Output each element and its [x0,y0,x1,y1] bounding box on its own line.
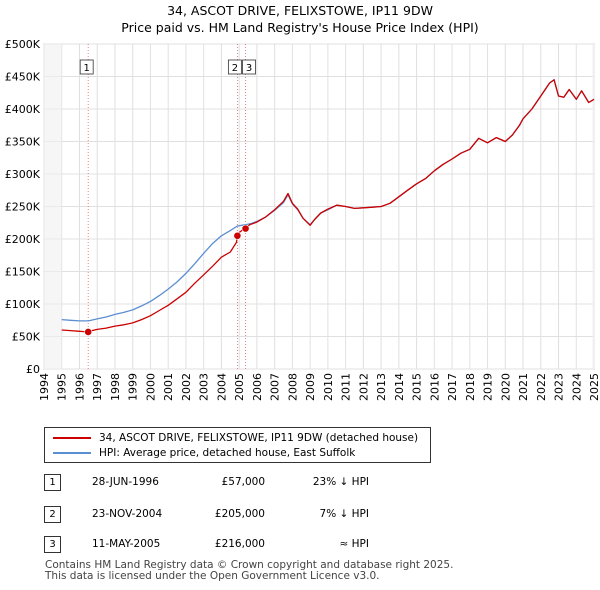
y-tick-label: £200K [5,233,41,246]
y-tick-label: £100K [5,298,41,311]
chart-title-line-1: 34, ASCOT DRIVE, FELIXSTOWE, IP11 9DW [167,3,433,18]
sale-label-number: 2 [232,63,238,74]
sale-shading [44,44,594,369]
sale-date: 28-JUN-1996 [92,476,159,488]
pre-data-band [44,44,62,369]
x-tick-label: 2013 [375,373,388,401]
footer-line-1: Contains HM Land Registry data © Crown c… [45,559,454,571]
sale-number-badge: 1 [44,474,61,491]
y-tick-label: £150K [5,266,41,279]
legend-swatch-property [53,437,91,439]
sales-table-row: 2 23-NOV-2004 £205,000 7% ↓ HPI [0,504,600,524]
x-tick-label: 2000 [144,373,157,401]
x-tick-label: 2023 [553,373,566,401]
x-tick-label: 2022 [535,373,548,401]
x-tick-label: 2009 [304,373,317,401]
x-tick-label: 1997 [91,373,104,401]
legend-label-hpi: HPI: Average price, detached house, East… [99,447,356,459]
sale-price: £57,000 [221,476,265,488]
y-tick-label: £50K [12,331,41,344]
x-tick-label: 2011 [340,373,353,401]
sale-price: £216,000 [214,538,265,550]
series-lines [61,79,595,333]
legend-swatch-hpi [53,452,91,454]
sale-date: 23-NOV-2004 [92,508,163,520]
sales-table-row: 1 28-JUN-1996 £57,000 23% ↓ HPI [0,472,600,492]
x-tick-label: 2018 [464,373,477,401]
sale-points [84,224,250,336]
x-tick-label: 2004 [215,373,228,401]
x-tick-label: 1996 [73,373,86,401]
post-data-band [592,44,594,369]
sale-point [233,231,242,240]
y-tick-label: £0 [26,363,40,376]
y-axis-tick-labels: £0 £50K £100K £150K £200K £250K £300K £350K £400… [5,38,41,376]
x-tick-label: 2005 [233,373,246,401]
y-tick-label: £500K [5,38,41,51]
sale-marker-lines [87,44,246,369]
x-tick-label: 2014 [393,373,406,401]
x-tick-label: 2024 [570,373,583,401]
y-tick-label: £400K [5,103,41,116]
x-axis-tick-labels: 1994 1995 1996 1997 1998 1999 2000 2001 2002 2003… [38,373,600,401]
x-tick-label: 2017 [446,373,459,401]
x-tick-label: 2015 [411,373,424,401]
sale-label-number: 3 [246,63,252,74]
price-chart: £0 £50K £100K £150K £200K £250K £300K £350K £400… [5,38,600,401]
chart-title-line-2: Price paid vs. HM Land Registry's House … [121,20,479,35]
chart-title: 34, ASCOT DRIVE, FELIXSTOWE, IP11 9DW Pr… [0,2,600,36]
x-tick-label: 2016 [428,373,441,401]
y-tick-label: £300K [5,168,41,181]
sale-label-box [242,59,256,75]
grid-lines [43,43,595,370]
sale-number-badge: 2 [44,506,61,523]
y-tick-label: £350K [5,136,41,149]
x-tick-label: 2001 [162,373,175,401]
sale-hpi-relation: 7% ↓ HPI [319,508,369,520]
sale-hpi-relation: 23% ↓ HPI [312,476,369,488]
sale-price: £205,000 [214,508,265,520]
sale-number-badge: 3 [44,536,61,553]
property-series-line [61,79,595,333]
x-tick-label: 1999 [127,373,140,401]
legend: 34, ASCOT DRIVE, FELIXSTOWE, IP11 9DW (d… [44,427,431,463]
x-tick-label: 2025 [588,373,600,401]
footer-attribution: Contains HM Land Registry data © Crown c… [45,560,453,582]
x-tick-label: 1994 [38,373,51,401]
x-tick-label: 2019 [482,373,495,401]
sale-hpi-relation: ≈ HPI [339,538,369,550]
y-tick-label: £250K [5,201,41,214]
x-tick-label: 2002 [180,373,193,401]
sale-label-number: 1 [83,63,89,74]
x-tick-label: 2008 [286,373,299,401]
x-tick-label: 2020 [499,373,512,401]
sale-point [241,224,250,233]
x-tick-label: 2003 [198,373,211,401]
sale-point [84,328,93,336]
x-tick-label: 1995 [56,373,69,401]
y-tick-label: £450K [5,71,41,84]
x-tick-label: 2010 [322,373,335,401]
sales-table-row: 3 11-MAY-2005 £216,000 ≈ HPI [0,534,600,554]
x-tick-label: 2007 [269,373,282,401]
x-tick-label: 1998 [109,373,122,401]
x-tick-label: 2021 [517,373,530,401]
footer-line-2: This data is licensed under the Open Gov… [45,570,380,582]
legend-label-property: 34, ASCOT DRIVE, FELIXSTOWE, IP11 9DW (d… [99,432,419,444]
x-tick-label: 2006 [251,373,264,401]
sale-label-box [227,59,242,75]
sale-date: 11-MAY-2005 [92,538,161,550]
sale-label-box [79,59,94,75]
x-tick-label: 2012 [357,373,370,401]
